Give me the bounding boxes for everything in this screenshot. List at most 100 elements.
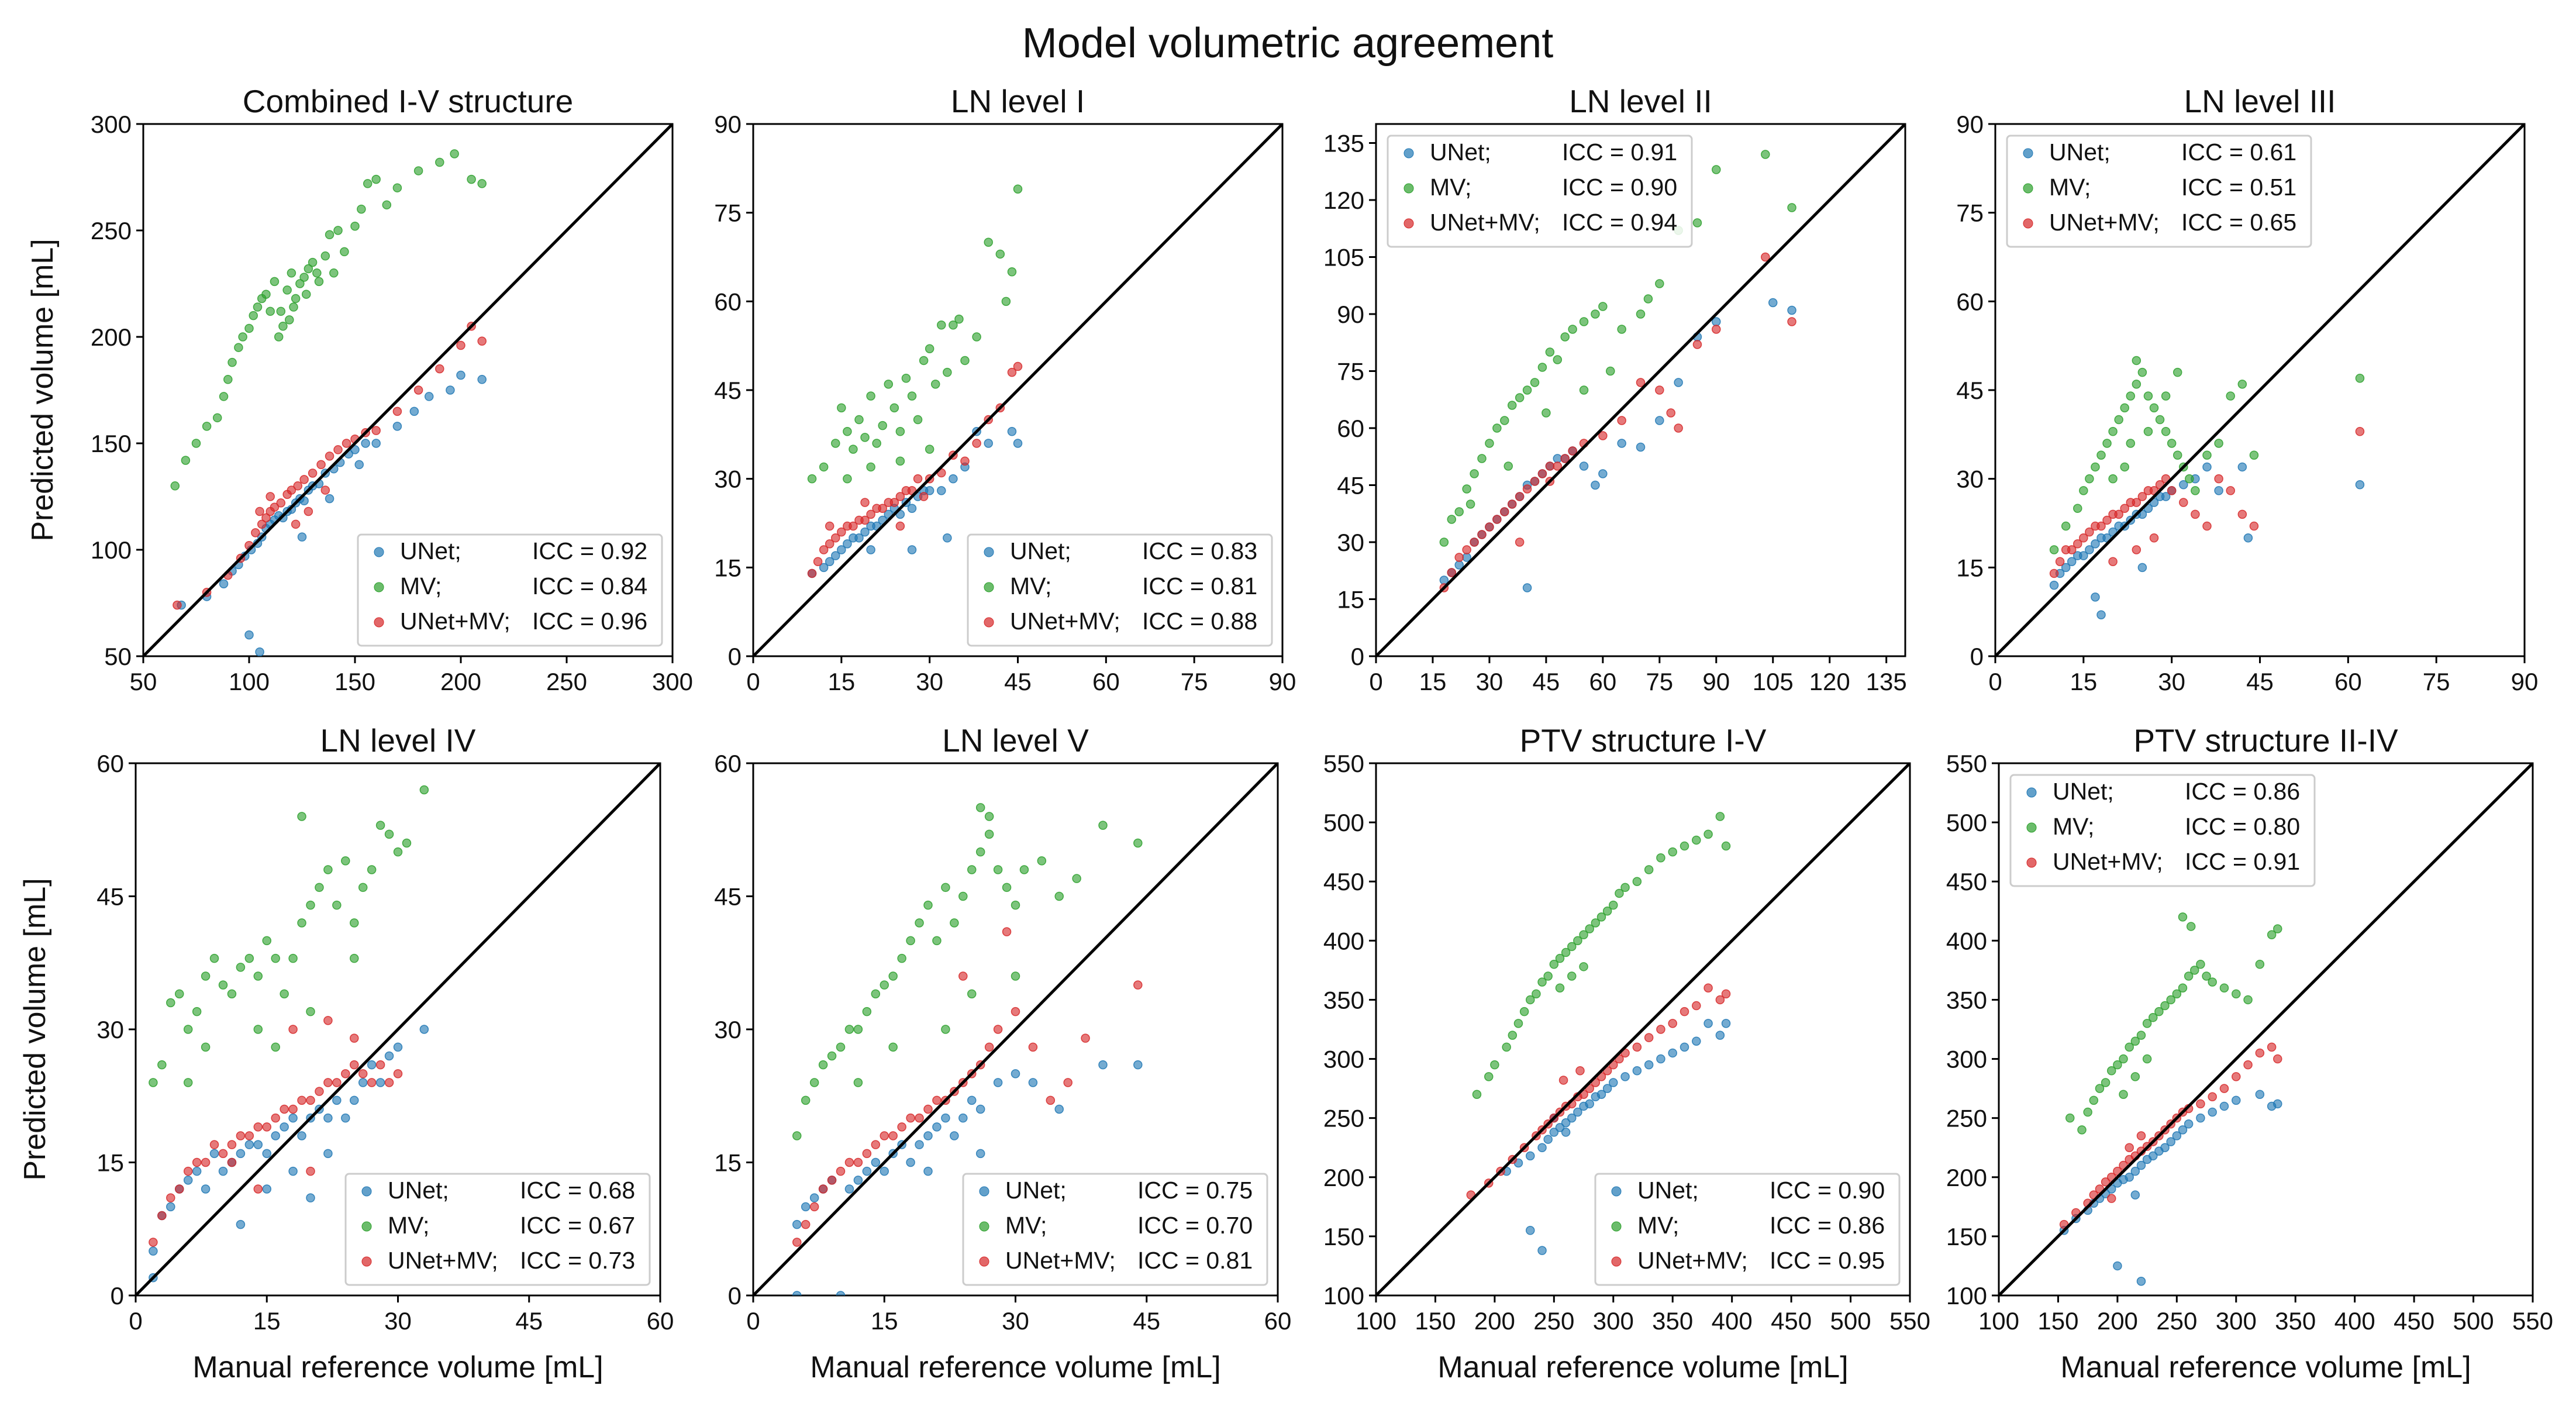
data-point	[1537, 977, 1547, 987]
data-point	[2208, 977, 2217, 987]
data-point	[287, 268, 296, 278]
data-point	[888, 1131, 898, 1140]
data-point	[1632, 1066, 1642, 1076]
data-point	[1490, 1060, 1499, 1070]
panel-title: LN level IV	[320, 722, 476, 759]
data-point	[1575, 1066, 1585, 1076]
data-point	[1081, 1033, 1090, 1043]
data-point	[2179, 480, 2188, 490]
series-mv	[792, 803, 1143, 1140]
data-point	[1553, 454, 1563, 463]
legend-box	[2009, 774, 2316, 887]
data-point	[1519, 1007, 1529, 1016]
x-tick-label: 30	[1476, 668, 1503, 695]
data-point	[323, 865, 333, 874]
data-point	[2226, 486, 2235, 495]
data-point	[2106, 1194, 2116, 1203]
series-unet	[792, 1060, 1143, 1295]
data-point	[2096, 610, 2106, 619]
data-point	[1668, 847, 1677, 857]
x-tick-label: 15	[1419, 668, 1447, 695]
data-point	[2079, 551, 2088, 560]
data-point	[2160, 1143, 2170, 1152]
x-tick-label: 100	[1356, 1307, 1396, 1335]
data-point	[895, 521, 905, 531]
data-point	[831, 439, 840, 448]
data-point	[878, 504, 887, 513]
data-point	[1579, 930, 1588, 939]
series-mv	[807, 184, 1023, 484]
data-point	[255, 506, 264, 516]
data-point	[276, 306, 286, 316]
data-point	[1568, 446, 1577, 456]
data-point	[1537, 1246, 1547, 1255]
data-point	[1133, 980, 1143, 990]
data-point	[1636, 309, 1646, 319]
data-point	[251, 528, 260, 537]
data-point	[975, 847, 985, 857]
data-point	[2237, 509, 2247, 519]
x-tick-label: 30	[916, 668, 943, 695]
data-point	[297, 1095, 306, 1105]
data-point	[166, 1193, 175, 1202]
y-tick-label: 75	[714, 199, 742, 227]
data-point	[278, 322, 288, 331]
legend-marker	[374, 547, 384, 557]
data-point	[2267, 1042, 2277, 1052]
data-point	[253, 971, 263, 981]
data-point	[320, 251, 330, 261]
data-point	[1761, 252, 1770, 262]
data-point	[884, 380, 894, 389]
legend-icc: ICC = 0.83	[1142, 537, 1257, 564]
data-point	[792, 1131, 802, 1140]
data-point	[913, 415, 923, 425]
data-point	[2186, 922, 2196, 931]
legend-box	[357, 533, 663, 647]
y-tick-label: 15	[1337, 586, 1364, 614]
data-point	[853, 1176, 863, 1185]
data-point	[1522, 484, 1532, 494]
data-point	[1001, 297, 1011, 306]
y-tick-label: 120	[1323, 187, 1364, 214]
panel-title: LN level I	[951, 83, 1085, 119]
data-point	[809, 1202, 819, 1212]
data-point	[450, 149, 459, 158]
legend: UNet; ICC = 0.83 MV; ICC = 0.81 UNet+MV; ICC …	[967, 533, 1273, 647]
data-point	[1515, 492, 1525, 501]
data-point	[1011, 1007, 1020, 1016]
legend-marker	[2026, 857, 2037, 868]
data-point	[291, 519, 301, 529]
legend-icc: ICC = 0.51	[2181, 174, 2296, 201]
data-point	[329, 268, 339, 278]
y-tick-label: 0	[728, 1282, 742, 1309]
x-tick-label: 60	[1264, 1307, 1292, 1335]
data-point	[419, 785, 429, 795]
x-tick-label: 15	[871, 1307, 898, 1335]
data-point	[271, 1113, 280, 1123]
data-point	[2091, 539, 2100, 549]
data-point	[853, 1157, 863, 1167]
data-point	[1133, 1060, 1143, 1070]
data-point	[227, 1157, 237, 1167]
legend-marker	[984, 617, 994, 628]
x-tick-label: 550	[2512, 1307, 2553, 1335]
data-point	[1072, 874, 1081, 883]
data-point	[1526, 1226, 1535, 1235]
data-point	[1591, 918, 1601, 928]
data-point	[308, 468, 318, 478]
legend-marker	[979, 1186, 989, 1197]
y-tick-label: 250	[1946, 1105, 1987, 1132]
y-tick-label: 60	[714, 288, 742, 315]
data-point	[261, 513, 271, 523]
data-point	[325, 494, 334, 504]
legend-icc: ICC = 0.80	[2185, 813, 2300, 840]
data-point	[1598, 431, 1608, 440]
data-point	[2132, 498, 2142, 507]
data-point	[280, 989, 289, 999]
data-point	[907, 545, 917, 554]
plot-area	[1995, 124, 2525, 656]
data-point	[325, 452, 334, 461]
data-point	[844, 1025, 854, 1034]
data-point	[2125, 1143, 2134, 1152]
